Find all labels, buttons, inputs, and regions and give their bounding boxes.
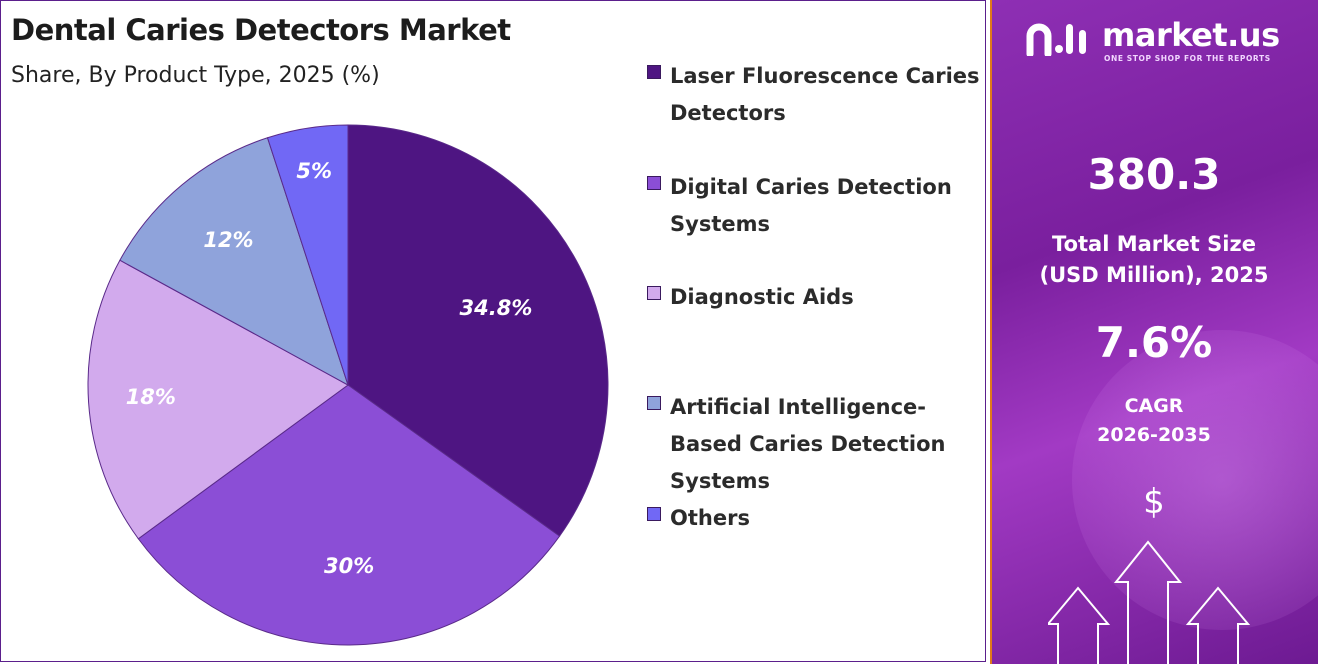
pie-slice-artificial-intelligence-based-caries-detection-systems [119,137,349,387]
legend-swatch [647,176,661,190]
chart-title: Dental Caries Detectors Market [11,13,511,47]
legend-label: Artificial Intelligence-Based Caries Det… [670,395,946,493]
market-size-label-line1: Total Market Size [1052,232,1256,256]
pie-slice-others [266,124,349,386]
growth-arrows-icon [1048,540,1251,664]
market-size-value: 380.3 [1087,150,1221,199]
chart-panel: Dental Caries Detectors Market Share, By… [0,0,986,662]
legend-label: Digital Caries Detection Systems [670,175,952,236]
background-glow [1072,330,1318,630]
legend-label: Laser Fluorescence Caries Detectors [670,64,980,125]
pie-slice-laser-fluorescence-caries-detectors [347,124,609,537]
cagr-label: CAGR [1124,395,1184,417]
legend-label: Others [670,506,750,530]
brand-tagline: ONE STOP SHOP FOR THE REPORTS [1104,54,1271,63]
market-size-label-line2: (USD Million), 2025 [1039,263,1269,287]
chart-subtitle: Share, By Product Type, 2025 (%) [11,63,380,88]
legend-swatch [647,286,661,300]
pie-chart: 34.8% 30% 18% 12% 5% [87,124,609,646]
legend-swatch [647,65,661,79]
pie-data-label: 5% [296,159,332,183]
legend-label: Diagnostic Aids [670,285,854,309]
market-us-logo-icon [1026,23,1086,56]
cagr-value: 7.6% [1095,318,1213,367]
pie-data-label: 12% [203,228,253,252]
legend-swatch [647,507,661,521]
brand-name: market.us [1102,16,1280,54]
pie-slice-diagnostic-aids [87,259,349,540]
summary-panel: market.us ONE STOP SHOP FOR THE REPORTS … [990,0,1318,664]
pie-data-label: 18% [126,385,176,409]
pie-slice-digital-caries-detection-systems [137,384,561,646]
legend-swatch [647,396,661,410]
pie-data-label: 34.8% [460,296,533,320]
dollar-icon: $ [1143,482,1165,522]
cagr-period: 2026-2035 [1097,424,1211,446]
pie-data-label: 30% [324,554,374,578]
brand-logo: market.us ONE STOP SHOP FOR THE REPORTS [1026,14,1306,64]
